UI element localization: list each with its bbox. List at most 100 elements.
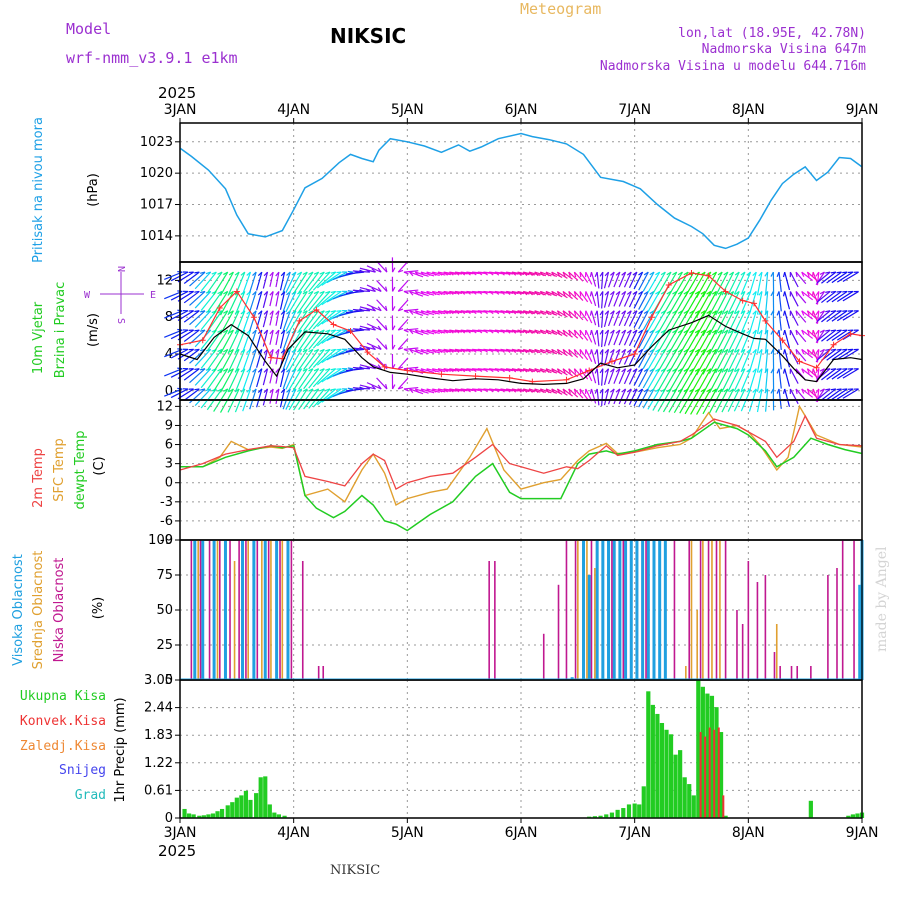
cloud-bar: [622, 540, 625, 680]
wind-vector-head: [811, 291, 814, 297]
wind-vector: [359, 325, 376, 331]
wind-vector-head: [626, 329, 632, 334]
cloud-bar: [201, 540, 205, 680]
wind-vector-head: [610, 329, 615, 334]
wind-vector-head: [385, 383, 388, 390]
cloud-bar: [197, 540, 199, 680]
wind-vector-head: [263, 348, 268, 354]
wind-vector-head: [488, 271, 494, 276]
wind-vector-head: [302, 290, 308, 295]
wind-vector: [282, 368, 291, 390]
cloud-bar: [256, 540, 259, 680]
wind-vector-head: [505, 310, 511, 315]
wind-vector-head: [706, 329, 712, 334]
wind-vector: [585, 329, 593, 343]
wind-vector-head: [758, 368, 763, 373]
wind-vector-head: [263, 329, 268, 335]
cloud-bar: [841, 540, 844, 680]
wind-vector: [727, 310, 740, 334]
precip-total-bar: [664, 729, 669, 818]
wind-vector-head: [437, 348, 443, 354]
wind-vector-head: [377, 306, 382, 312]
wind-vector-head: [471, 348, 477, 353]
wind-vector-head: [409, 310, 414, 315]
wind-vector-head: [836, 310, 842, 312]
wind-vector-head: [579, 310, 582, 316]
wind-vector-head: [801, 291, 805, 297]
wind-vector-head: [717, 290, 723, 295]
wind-gust-point: [688, 270, 695, 277]
cloud-high-label: Visoka Oblacnost: [11, 554, 26, 666]
wind-vector: [684, 271, 700, 298]
wind-vector-head: [806, 329, 810, 335]
wind-vector: [733, 291, 746, 314]
wind-vector: [573, 348, 584, 359]
wind-vector: [702, 329, 718, 356]
wind-vector-head: [723, 271, 729, 276]
wind-vector-head: [830, 329, 836, 332]
wind-vector: [633, 271, 644, 290]
wind-vector-head: [801, 271, 805, 277]
wind-vector-head: [689, 348, 695, 353]
wind-vector-head: [275, 349, 280, 354]
wind-vector: [275, 291, 280, 307]
wind-vector-head: [398, 386, 404, 390]
wind-vector: [528, 329, 541, 334]
wind-vector: [562, 290, 573, 300]
precip-total-bar: [650, 704, 655, 818]
wind-vector-head: [615, 290, 621, 296]
wind-vector: [316, 329, 337, 347]
wind-vector-head: [782, 388, 786, 394]
wind-vector-head: [723, 310, 729, 315]
wind-vector: [352, 387, 370, 390]
wind-vector-head: [280, 291, 286, 296]
wind-vector-head: [819, 368, 825, 372]
wind-vector-head: [579, 368, 582, 374]
wind-vector: [376, 337, 388, 350]
wind-vector-head: [638, 368, 643, 373]
wind-vector-head: [200, 329, 206, 332]
wind-vector: [242, 368, 252, 392]
wind-vector: [234, 329, 246, 354]
wind-vector: [603, 329, 610, 347]
cloud-bar: [707, 540, 710, 680]
wind-vector-head: [758, 291, 763, 296]
wind-vector-head: [286, 271, 291, 276]
wind-vector: [545, 310, 558, 316]
wind-vector: [376, 299, 388, 312]
wind-vector-head: [579, 388, 582, 394]
cloud-bar: [216, 540, 219, 680]
wind-vector-head: [263, 310, 268, 315]
cloud-bar: [779, 666, 781, 680]
wind-vector-head: [500, 271, 505, 276]
wind-vector-head: [819, 290, 825, 295]
wind-vector-head: [806, 388, 810, 394]
wind-vector: [326, 329, 348, 342]
wind-vector-head: [556, 291, 561, 297]
wind-vector: [618, 291, 627, 307]
wind-vector-head: [562, 310, 566, 316]
wind-vector: [366, 265, 382, 273]
wind-title-1: 10m Vjetar: [31, 301, 46, 374]
wind-vector-head: [694, 310, 700, 314]
wind-vector-head: [795, 349, 798, 355]
wind-vector-head: [403, 329, 409, 333]
wind-vector-head: [371, 345, 376, 350]
wind-vector-head: [308, 368, 314, 372]
wind-vector: [534, 310, 547, 315]
meteogram-label: Meteogram: [520, 0, 601, 18]
wind-vector: [189, 368, 206, 384]
wind-vector: [826, 388, 842, 401]
wind-vector: [194, 310, 212, 328]
cloud-bar: [267, 540, 270, 680]
wind-vector: [551, 329, 563, 336]
wind-unit: (m/s): [86, 313, 101, 347]
y-tick-label: 9: [165, 418, 173, 433]
wind-vector: [376, 318, 388, 331]
x-tick-label-bottom: 3JAN: [164, 825, 197, 841]
wind-vector: [795, 329, 807, 343]
wind-vector-head: [830, 290, 836, 293]
wind-vector: [242, 349, 252, 372]
y-tick-label: 0.61: [144, 783, 173, 798]
wind-vector-head: [568, 310, 571, 316]
